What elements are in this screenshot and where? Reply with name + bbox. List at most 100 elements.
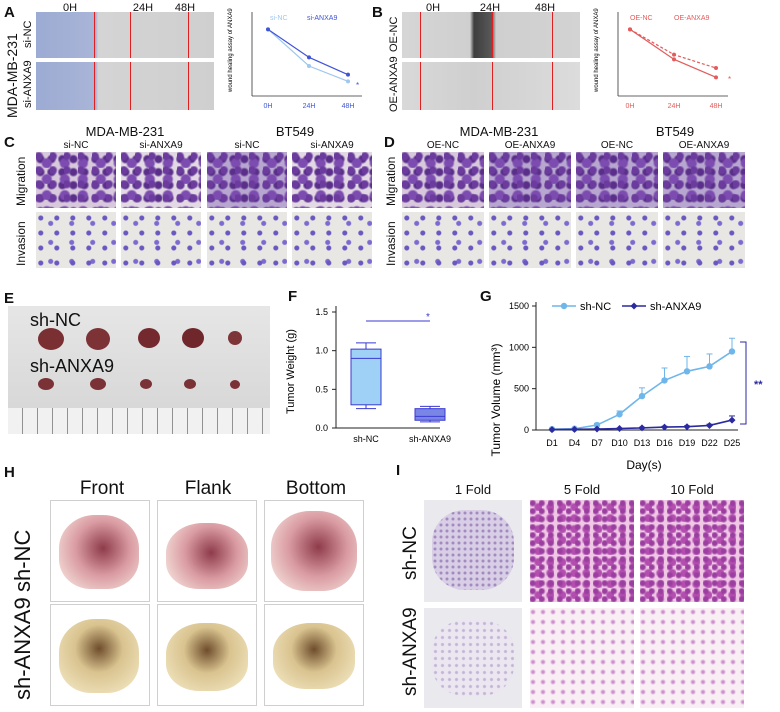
column-label: OE-NC	[600, 140, 634, 151]
tumor	[86, 328, 110, 350]
tick-label: D19	[679, 438, 696, 448]
row-label: Invasion	[384, 221, 398, 266]
panel-label-f: F	[288, 288, 298, 305]
tick-label: 24H	[668, 103, 681, 110]
cell-line-label: MDA-MB-231	[4, 33, 20, 118]
tick-label: 0H	[264, 103, 273, 110]
legend-entry: OE-ANXA9	[674, 15, 710, 22]
tick-label: 500	[514, 384, 529, 394]
tick-label: 48H	[342, 103, 355, 110]
data-point	[571, 425, 578, 433]
tumor	[90, 378, 106, 390]
cell-line-label: MDA-MB-231	[459, 124, 539, 139]
data-point	[616, 425, 623, 433]
row-label: sh-ANXA9	[30, 356, 115, 376]
data-point	[728, 416, 736, 424]
data-point	[661, 377, 668, 384]
invasion-image	[402, 212, 484, 268]
tick-label: 1500	[509, 301, 529, 311]
time-label: 48H	[534, 2, 556, 14]
tumor	[140, 379, 152, 389]
tick-label: 1.5	[315, 307, 328, 317]
tick-label: D22	[701, 438, 718, 448]
data-point	[714, 75, 718, 80]
tick-label: D1	[546, 438, 558, 448]
row-label: si-ANXA9	[22, 60, 34, 108]
column-label: OE-ANXA9	[678, 140, 730, 151]
data-point	[672, 52, 676, 57]
lung-photo	[50, 604, 150, 706]
box	[350, 348, 382, 406]
time-label: 48H	[174, 2, 196, 14]
chart-g: Tumor Volume (mm³) Day(s) ** 0 500 1000 150…	[489, 301, 763, 472]
row-label: sh-NC	[400, 526, 421, 580]
panel-label-i: I	[396, 462, 401, 479]
data-point	[638, 392, 646, 400]
data-point	[706, 363, 713, 370]
tumor	[228, 331, 242, 345]
axis-label: wound healing assay of ANXA9	[594, 8, 600, 93]
column-label: 5 Fold	[563, 482, 601, 497]
row-label: OE-NC	[388, 16, 400, 52]
tick-label: D25	[724, 438, 741, 448]
data-point	[266, 27, 270, 32]
panel-label-c: C	[4, 134, 15, 151]
time-label: 24H	[479, 2, 501, 14]
category-label: sh-ANXA9	[409, 434, 451, 444]
legend-entry: si-NC	[270, 15, 288, 22]
migration-image	[207, 152, 287, 208]
cell-line-label: MDA-MB-231	[85, 124, 165, 139]
column-label: 1 Fold	[454, 482, 492, 497]
row-label: OE-ANXA9	[388, 56, 400, 112]
tumor	[138, 328, 160, 348]
scratch-image	[36, 62, 214, 110]
data-point	[616, 411, 623, 418]
column-label: si-ANXA9	[310, 140, 354, 151]
data-point	[714, 66, 718, 70]
lung-photo	[264, 604, 364, 706]
histology-image	[640, 500, 744, 602]
lung-photo	[157, 500, 257, 602]
tumor	[38, 378, 54, 390]
tumor-photo: sh-NC sh-ANXA9	[8, 306, 270, 434]
data-point	[672, 57, 676, 62]
tumor	[38, 328, 64, 350]
row-label: Invasion	[14, 221, 28, 266]
tick-label: D16	[656, 438, 673, 448]
data-point	[661, 423, 668, 431]
tick-label: D10	[611, 438, 628, 448]
migration-image	[121, 152, 201, 208]
lung-photo	[157, 604, 257, 706]
column-label: Bottom	[285, 478, 347, 499]
tumor	[230, 380, 240, 389]
lung-photo	[50, 500, 150, 602]
time-label: 24H	[132, 2, 154, 14]
axis-label: Tumor Volume (mm³)	[489, 344, 503, 457]
row-label: sh-ANXA9	[400, 607, 421, 696]
axis-label: Tumor Weight (g)	[285, 329, 297, 414]
histology-image	[530, 500, 634, 602]
data-point	[628, 27, 632, 32]
axis-label: Day(s)	[626, 458, 661, 472]
migration-image	[402, 152, 484, 208]
invasion-image	[489, 212, 571, 268]
lung-photo	[264, 500, 364, 602]
data-point	[307, 64, 311, 68]
column-label: Front	[79, 478, 125, 499]
panel-label-b: B	[372, 4, 383, 21]
data-point	[638, 424, 646, 432]
data-point	[346, 79, 350, 84]
tick-label: D13	[634, 438, 651, 448]
data-point	[683, 423, 691, 431]
legend-entry: sh-NC	[580, 301, 611, 313]
data-point	[548, 426, 556, 434]
ruler	[8, 408, 270, 434]
data-point	[346, 72, 350, 77]
chart-a: wound healing assay of ANXA9 si-NC si-AN…	[228, 8, 362, 110]
row-label: sh-NC	[10, 529, 35, 592]
legend-marker	[630, 302, 638, 310]
box	[414, 408, 446, 421]
cell-line-label: BT549	[275, 124, 315, 139]
tick-label: 24H	[303, 103, 316, 110]
scratch-image	[402, 62, 580, 110]
